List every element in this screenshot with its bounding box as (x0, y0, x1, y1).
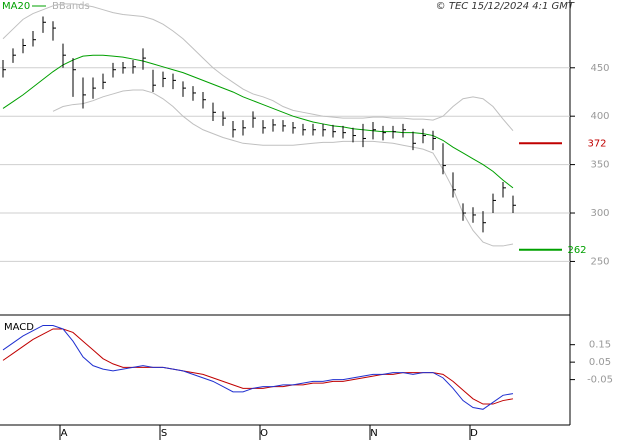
bollinger-lower (52, 89, 514, 247)
legend-ma20: MA20 (2, 1, 30, 12)
y-tick-label: 0.05 (589, 357, 611, 368)
y-tick-label: 400 (590, 111, 609, 122)
legend-bbands: BBands (52, 1, 90, 12)
y-tick-label: 250 (590, 256, 609, 267)
y-tick-label: 350 (590, 160, 609, 171)
x-tick-label: D (470, 428, 478, 439)
source: © TEC 15/12/2024 4:1 GMT (436, 1, 575, 12)
x-tick-label: A (61, 428, 68, 439)
level-label: 372 (587, 138, 606, 149)
y-tick-label: 300 (590, 208, 609, 219)
y-tick-label: 0.15 (589, 340, 611, 351)
bollinger-upper (2, 3, 514, 132)
level-label: 262 (567, 245, 586, 256)
ma20-line (2, 54, 514, 189)
y-tick-label: -0.05 (587, 375, 613, 386)
macd-line (2, 324, 514, 410)
x-tick-label: N (370, 428, 377, 439)
x-tick-label: S (161, 428, 167, 439)
macd-title: MACD (4, 322, 34, 333)
x-tick-label: O (260, 428, 268, 439)
y-tick-label: 450 (590, 63, 609, 74)
